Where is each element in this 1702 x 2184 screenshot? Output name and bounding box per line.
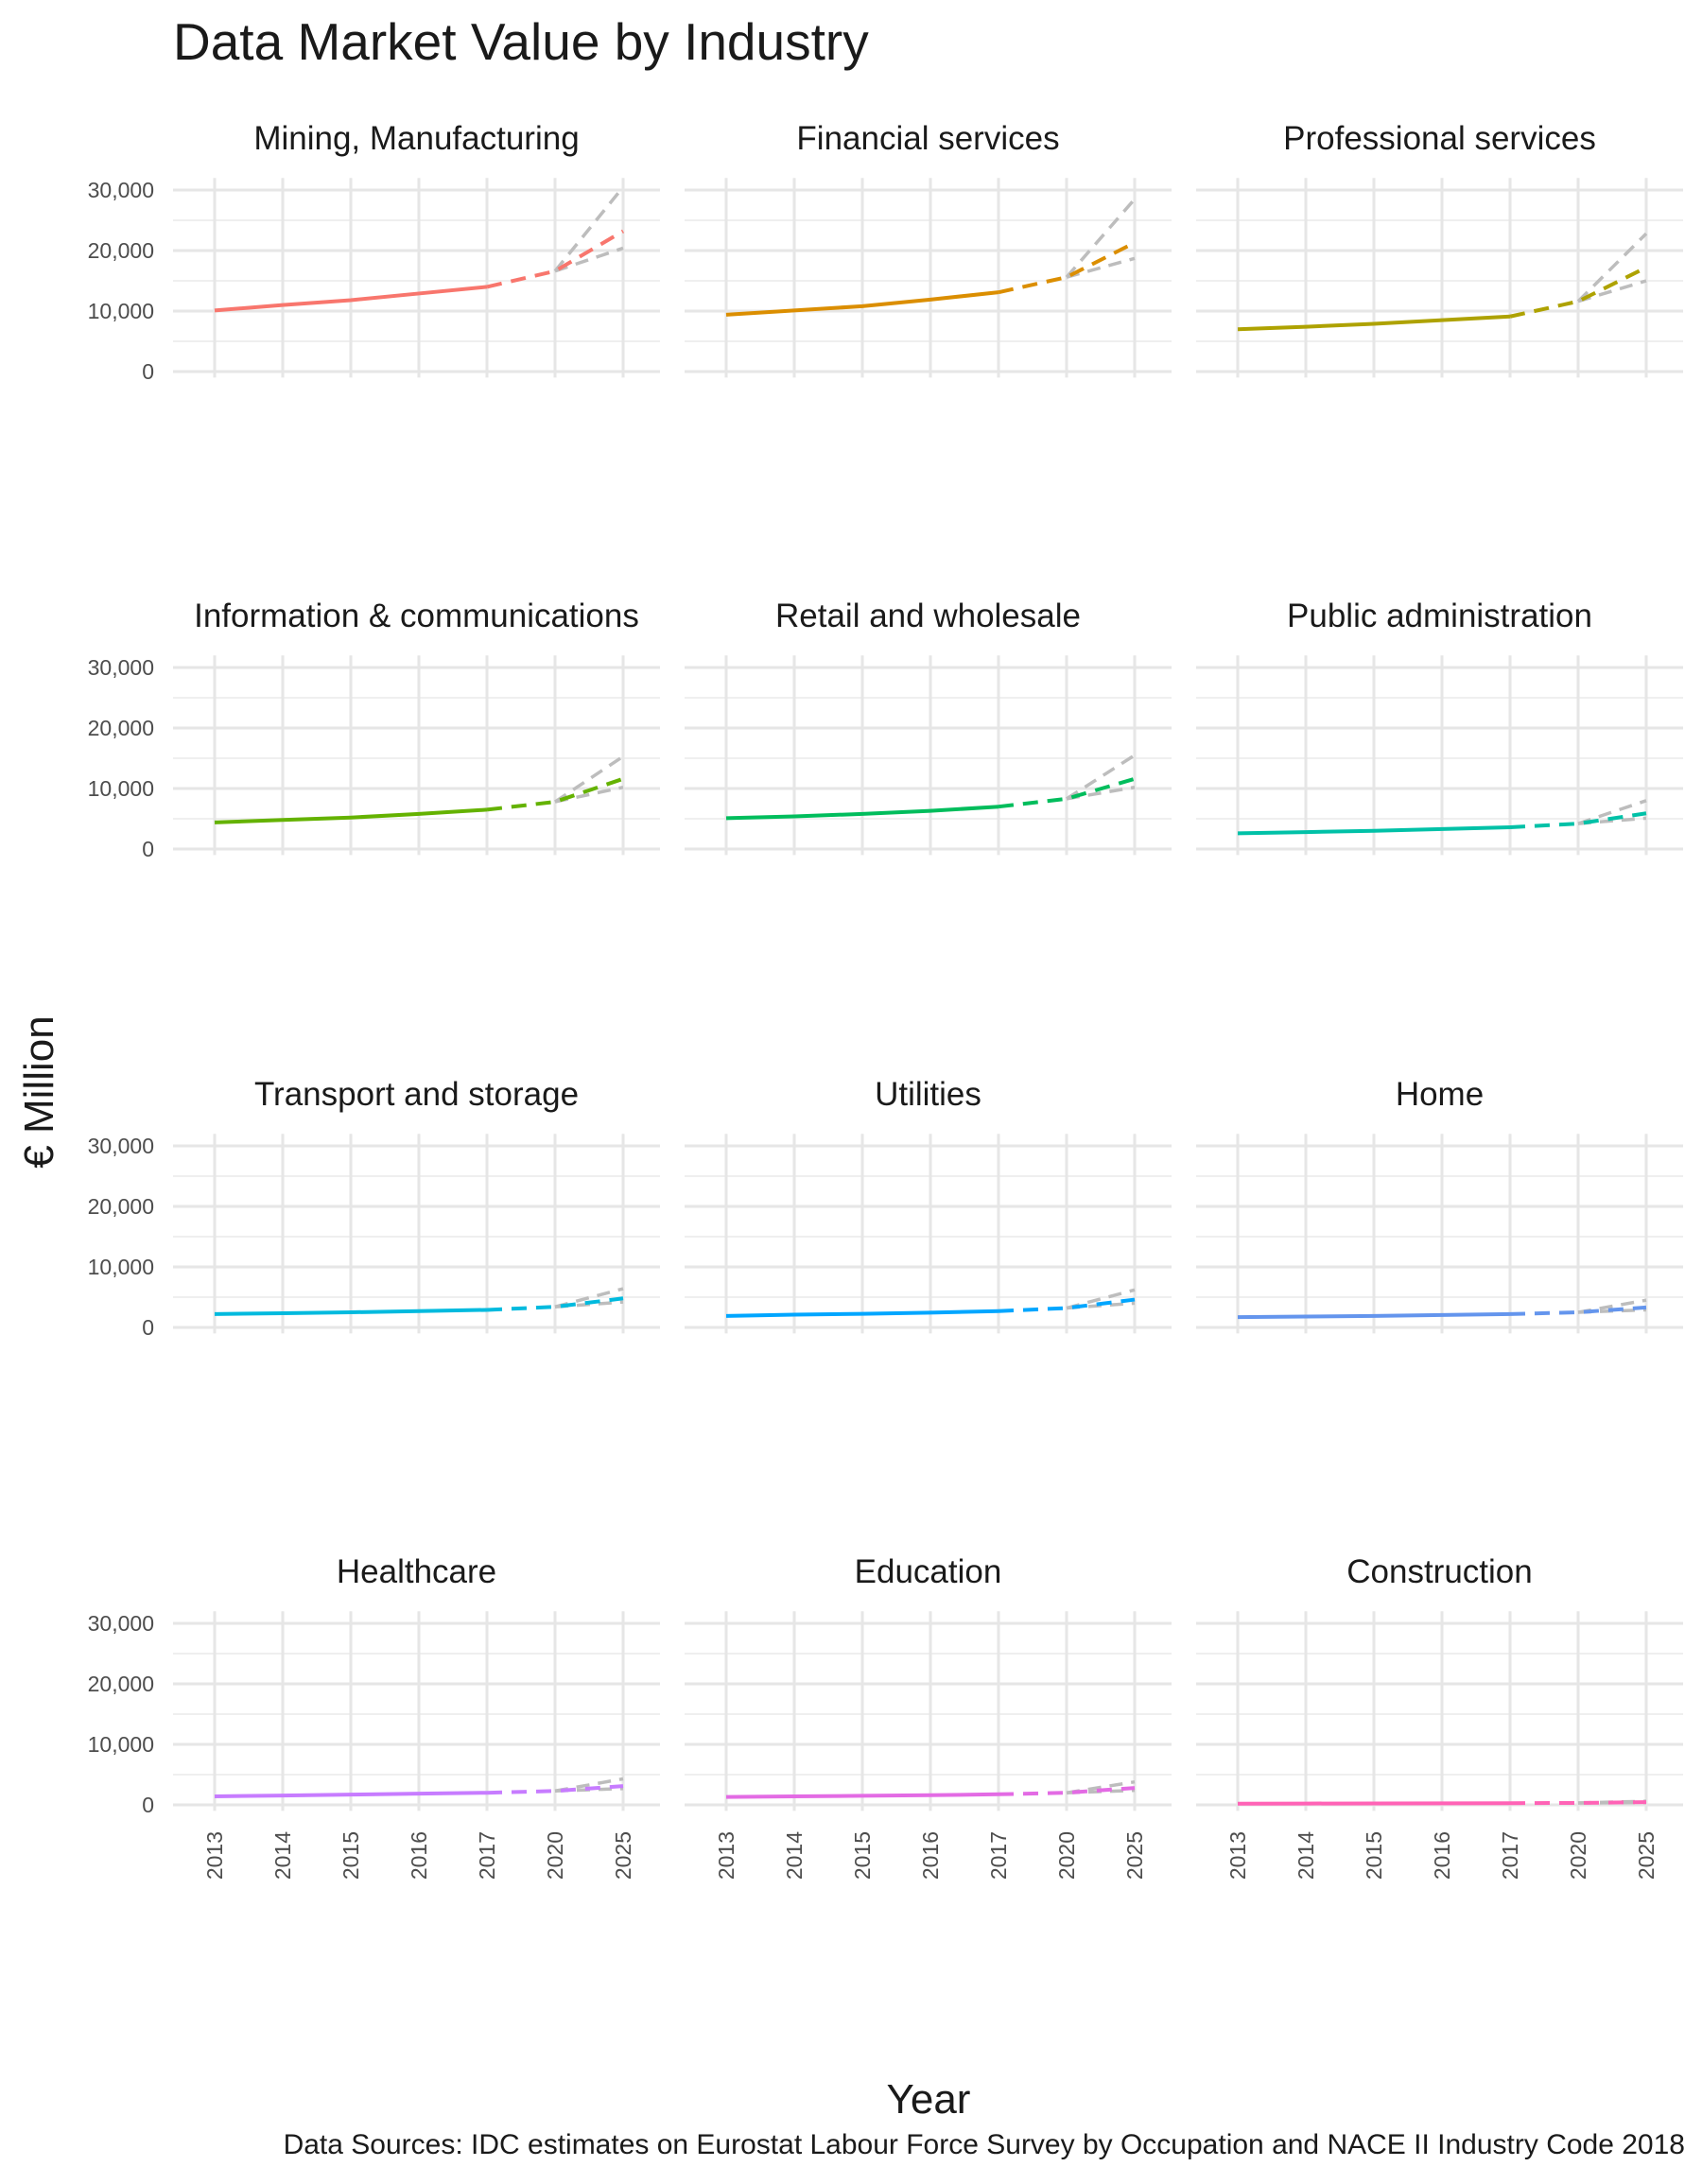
panel-construction: Construction 2013 2014 2015 2016 2017 2020 2025 bbox=[1196, 1553, 1683, 1880]
series-line-actual bbox=[214, 285, 488, 313]
y-tick-label: 20,000 bbox=[88, 1194, 154, 1219]
y-tick-label: 30,000 bbox=[88, 1611, 154, 1636]
x-axis-label: Year bbox=[886, 2076, 971, 2123]
series-line-actual bbox=[214, 1308, 488, 1316]
panel-title-utilities: Utilities bbox=[875, 1076, 981, 1113]
scenario-high-line bbox=[554, 754, 624, 804]
panel-title-mining-manufacturing: Mining, Manufacturing bbox=[253, 120, 579, 157]
panel-title-professional-services: Professional services bbox=[1283, 120, 1596, 157]
x-tick-label: 2017 bbox=[475, 1831, 499, 1880]
panel-title-transport-and-storage: Transport and storage bbox=[254, 1076, 579, 1113]
y-tick-label: 20,000 bbox=[88, 238, 154, 263]
series-line-actual bbox=[214, 1791, 488, 1799]
data-source-caption: Data Sources: IDC estimates on Eurostat … bbox=[283, 2129, 1685, 2160]
y-tick-label: 20,000 bbox=[88, 1672, 154, 1696]
scenario-high-line bbox=[1066, 754, 1136, 801]
series-line-actual bbox=[214, 807, 488, 824]
y-tick-label: 0 bbox=[142, 359, 154, 384]
x-tick-label: 2025 bbox=[1122, 1831, 1147, 1880]
x-tick-label: 2013 bbox=[714, 1831, 738, 1880]
scenario-low-line bbox=[1577, 279, 1647, 303]
y-tick-label: 30,000 bbox=[88, 1134, 154, 1158]
y-tick-label: 30,000 bbox=[88, 655, 154, 680]
scenario-high-line bbox=[1576, 232, 1648, 303]
y-tick-label: 10,000 bbox=[88, 1255, 154, 1279]
panel-financial-services: Financial services bbox=[685, 120, 1172, 378]
y-tick-label: 0 bbox=[142, 1793, 154, 1817]
panel-title-retail-and-wholesale: Retail and wholesale bbox=[775, 598, 1081, 634]
x-tick-label: 2013 bbox=[1225, 1831, 1250, 1880]
panel-title-education: Education bbox=[855, 1553, 1002, 1590]
x-tick-label: 2017 bbox=[986, 1831, 1011, 1880]
panel-information-communications: Information & communications 0 10,000 20,00… bbox=[88, 598, 660, 861]
panel-title-healthcare: Healthcare bbox=[337, 1553, 496, 1590]
panel-home: Home bbox=[1196, 1076, 1683, 1334]
x-tick-label: 2013 bbox=[202, 1831, 227, 1880]
panel-title-financial-services: Financial services bbox=[796, 120, 1059, 157]
series-line-actual bbox=[725, 290, 999, 317]
panel-title-public-administration: Public administration bbox=[1287, 598, 1592, 634]
x-tick-label: 2020 bbox=[1054, 1831, 1079, 1880]
x-tick-label: 2020 bbox=[1566, 1831, 1590, 1880]
series-line-actual bbox=[1237, 1801, 1511, 1806]
panel-healthcare: Healthcare 0 10,000 20,000 30,000 2013 2014 201… bbox=[88, 1553, 660, 1880]
panel-mining-manufacturing: Mining, Manufacturing 0 10,000 20,000 30,000 bbox=[88, 120, 660, 384]
scenario-high-line bbox=[1065, 198, 1137, 279]
y-tick-label: 10,000 bbox=[88, 1732, 154, 1757]
panel-title-home: Home bbox=[1396, 1076, 1484, 1113]
scenario-low-line bbox=[1066, 256, 1136, 279]
series-line-actual bbox=[1237, 314, 1511, 332]
scenario-high-line bbox=[553, 185, 625, 272]
series-line-actual bbox=[725, 1309, 999, 1318]
x-tick-label: 2014 bbox=[1294, 1831, 1318, 1880]
y-tick-label: 10,000 bbox=[88, 776, 154, 801]
panel-transport-and-storage: Transport and storage 0 10,000 20,000 30,000 bbox=[88, 1076, 660, 1340]
y-tick-label: 30,000 bbox=[88, 178, 154, 202]
x-tick-label: 2014 bbox=[270, 1831, 295, 1880]
chart-title: Data Market Value by Industry bbox=[173, 12, 869, 71]
y-tick-label: 10,000 bbox=[88, 299, 154, 323]
y-tick-label: 0 bbox=[142, 837, 154, 861]
scenario-low-line bbox=[554, 246, 624, 273]
panel-title-information-communications: Information & communications bbox=[194, 598, 639, 634]
x-tick-label: 2016 bbox=[407, 1831, 431, 1880]
series-line-actual bbox=[725, 805, 999, 821]
series-line-actual bbox=[1237, 1311, 1511, 1320]
x-tick-label: 2016 bbox=[1430, 1831, 1454, 1880]
x-tick-label: 2015 bbox=[339, 1831, 363, 1880]
panel-title-construction: Construction bbox=[1346, 1553, 1532, 1590]
x-tick-label: 2015 bbox=[850, 1831, 875, 1880]
x-tick-label: 2017 bbox=[1498, 1831, 1522, 1880]
x-tick-label: 2025 bbox=[611, 1831, 635, 1880]
x-tick-label: 2014 bbox=[782, 1831, 807, 1880]
series-line-actual bbox=[725, 1792, 999, 1799]
panel-retail-and-wholesale: Retail and wholesale bbox=[685, 598, 1172, 856]
y-tick-label: 20,000 bbox=[88, 716, 154, 740]
x-tick-label: 2020 bbox=[543, 1831, 567, 1880]
x-tick-label: 2016 bbox=[918, 1831, 943, 1880]
y-tick-label: 0 bbox=[142, 1315, 154, 1340]
panel-education: Education 2013 2014 2015 2016 2017 2020 2025 bbox=[685, 1553, 1172, 1880]
panel-utilities: Utilities bbox=[685, 1076, 1172, 1334]
panel-public-administration: Public administration bbox=[1196, 598, 1683, 856]
scenario-high-line bbox=[1577, 799, 1647, 825]
x-tick-label: 2015 bbox=[1362, 1831, 1386, 1880]
series-line-actual bbox=[1237, 824, 1511, 836]
panel-professional-services: Professional services bbox=[1196, 120, 1683, 378]
x-tick-label: 2025 bbox=[1634, 1831, 1659, 1880]
